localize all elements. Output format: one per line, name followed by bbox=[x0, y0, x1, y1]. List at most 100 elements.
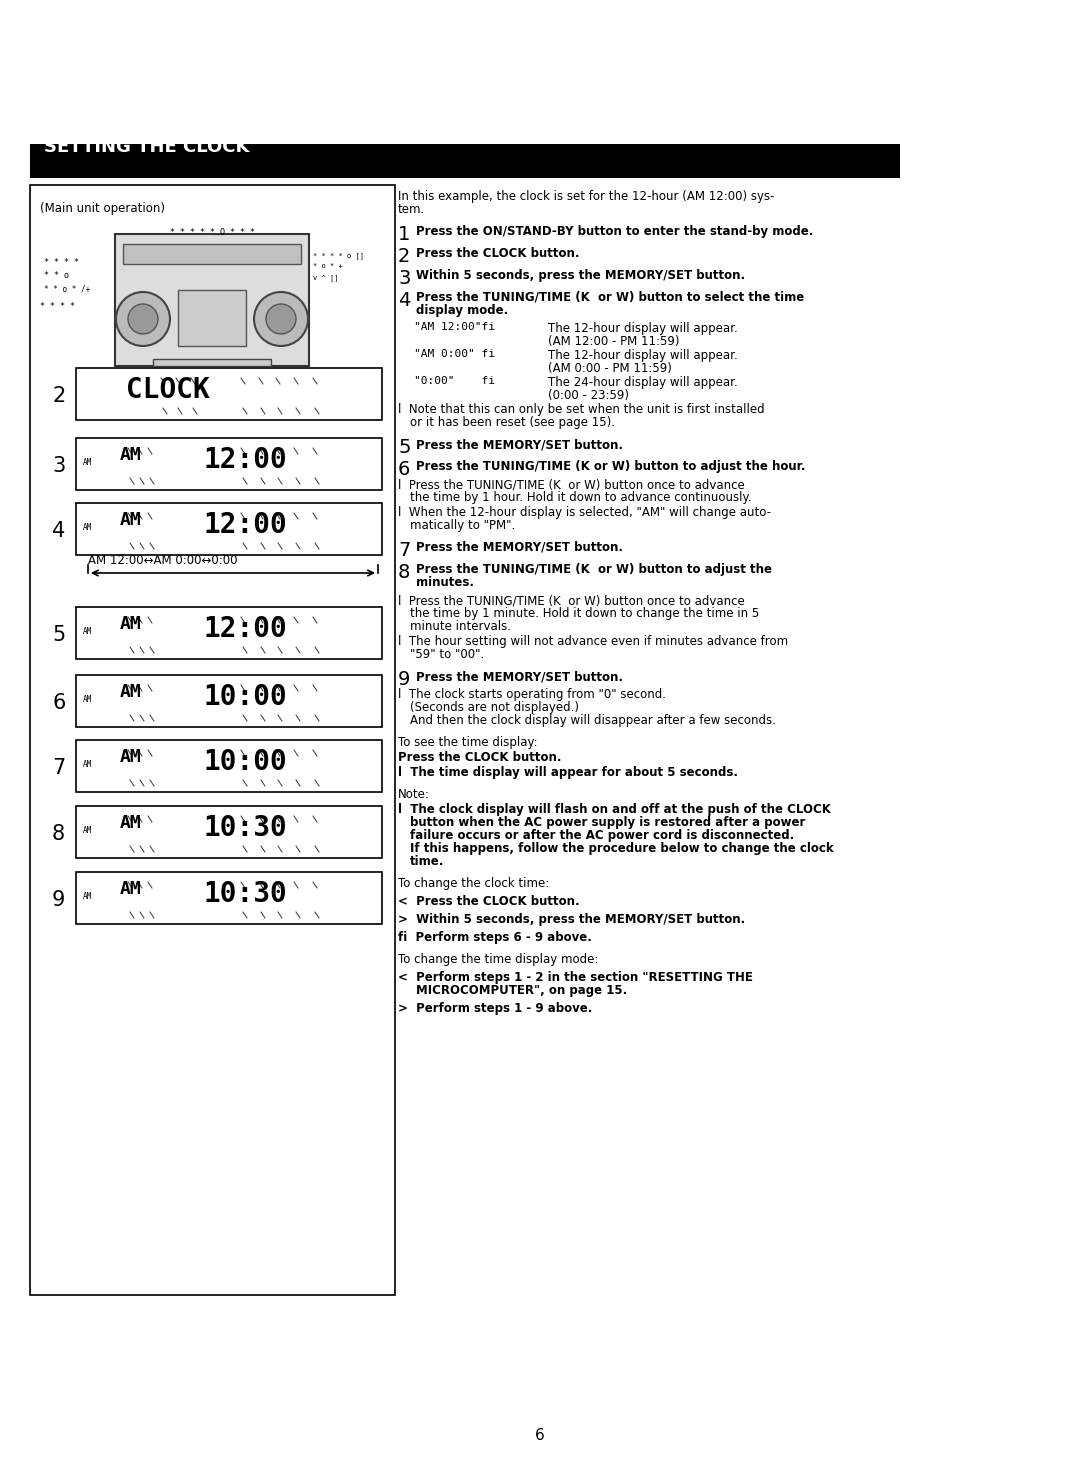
Bar bbox=[123, 244, 301, 264]
Text: (AM 0:00 - PM 11:59): (AM 0:00 - PM 11:59) bbox=[548, 362, 672, 375]
Text: Note:: Note: bbox=[399, 789, 430, 801]
Circle shape bbox=[116, 292, 170, 346]
Text: 4: 4 bbox=[52, 521, 65, 541]
Text: 3: 3 bbox=[399, 269, 410, 288]
Text: 3: 3 bbox=[52, 456, 65, 476]
Text: 10:00: 10:00 bbox=[204, 747, 287, 775]
Bar bbox=[114, 233, 309, 366]
Text: Press the TUNING/TIME (K or W) button to adjust the hour.: Press the TUNING/TIME (K or W) button to… bbox=[416, 459, 806, 473]
Text: * * o * /+: * * o * /+ bbox=[44, 284, 91, 292]
Text: l  When the 12-hour display is selected, "AM" will change auto-: l When the 12-hour display is selected, … bbox=[399, 507, 771, 518]
Text: AM: AM bbox=[83, 761, 92, 770]
Text: 6: 6 bbox=[535, 1428, 545, 1443]
Text: 12:00: 12:00 bbox=[204, 446, 287, 474]
Text: The 12-hour display will appear.: The 12-hour display will appear. bbox=[548, 322, 738, 335]
Circle shape bbox=[266, 304, 296, 334]
Text: AM: AM bbox=[120, 814, 141, 832]
Text: Press the MEMORY/SET button.: Press the MEMORY/SET button. bbox=[416, 439, 623, 450]
Text: tem.: tem. bbox=[399, 202, 426, 216]
Text: l  The clock starts operating from "0" second.: l The clock starts operating from "0" se… bbox=[399, 688, 666, 702]
Text: >  Perform steps 1 - 9 above.: > Perform steps 1 - 9 above. bbox=[399, 1001, 592, 1015]
Text: (Main unit operation): (Main unit operation) bbox=[40, 202, 165, 216]
Text: Press the MEMORY/SET button.: Press the MEMORY/SET button. bbox=[416, 671, 623, 682]
Text: AM: AM bbox=[83, 458, 92, 467]
Text: 5: 5 bbox=[52, 625, 65, 645]
Bar bbox=[178, 289, 246, 346]
Text: AM: AM bbox=[83, 696, 92, 705]
Text: AM: AM bbox=[120, 747, 141, 767]
Text: AM: AM bbox=[83, 628, 92, 637]
Text: 7: 7 bbox=[399, 541, 410, 560]
Bar bbox=[76, 675, 382, 727]
Text: Press the ON/STAND-BY button to enter the stand-by mode.: Press the ON/STAND-BY button to enter th… bbox=[416, 225, 813, 238]
Text: AM: AM bbox=[120, 446, 141, 464]
Text: If this happens, follow the procedure below to change the clock: If this happens, follow the procedure be… bbox=[410, 842, 834, 855]
Text: * * o: * * o bbox=[44, 270, 69, 281]
Text: 9: 9 bbox=[52, 891, 66, 910]
Text: AM: AM bbox=[120, 511, 141, 529]
Text: To see the time display:: To see the time display: bbox=[399, 736, 538, 749]
Bar bbox=[30, 143, 900, 179]
Text: "0:00"    fi: "0:00" fi bbox=[414, 377, 495, 385]
Text: MICROCOMPUTER", on page 15.: MICROCOMPUTER", on page 15. bbox=[416, 984, 627, 997]
Text: In this example, the clock is set for the 12-hour (AM 12:00) sys-: In this example, the clock is set for th… bbox=[399, 191, 774, 202]
Text: 10:30: 10:30 bbox=[204, 880, 287, 908]
Text: AM: AM bbox=[83, 826, 92, 835]
Text: * * * * * O * * *: * * * * * O * * * bbox=[170, 227, 255, 236]
Text: To change the clock time:: To change the clock time: bbox=[399, 877, 550, 891]
Text: 12:00: 12:00 bbox=[204, 511, 287, 539]
Text: <  Press the CLOCK button.: < Press the CLOCK button. bbox=[399, 895, 580, 908]
Text: 2: 2 bbox=[52, 385, 65, 406]
Text: AM: AM bbox=[83, 523, 92, 532]
Text: failure occurs or after the AC power cord is disconnected.: failure occurs or after the AC power cor… bbox=[410, 829, 794, 842]
Bar bbox=[76, 439, 382, 490]
Text: 8: 8 bbox=[52, 824, 65, 843]
Text: * * * *: * * * * bbox=[40, 301, 75, 312]
Text: Press the CLOCK button.: Press the CLOCK button. bbox=[416, 247, 580, 260]
Text: "59" to "00".: "59" to "00". bbox=[410, 648, 484, 662]
Text: 9: 9 bbox=[399, 671, 410, 688]
Text: l  Note that this can only be set when the unit is first installed: l Note that this can only be set when th… bbox=[399, 403, 765, 417]
Text: minutes.: minutes. bbox=[416, 576, 474, 589]
Text: SETTING THE CLOCK: SETTING THE CLOCK bbox=[44, 137, 249, 157]
Text: 4: 4 bbox=[399, 291, 410, 310]
Text: l  The time display will appear for about 5 seconds.: l The time display will appear for about… bbox=[399, 767, 738, 778]
Text: 6: 6 bbox=[52, 693, 66, 713]
Text: the time by 1 minute. Hold it down to change the time in 5: the time by 1 minute. Hold it down to ch… bbox=[410, 607, 759, 620]
Bar bbox=[153, 359, 271, 366]
Bar bbox=[76, 740, 382, 792]
Text: To change the time display mode:: To change the time display mode: bbox=[399, 953, 598, 966]
Text: 12:00: 12:00 bbox=[204, 614, 287, 642]
Text: Press the TUNING/TIME (K  or W) button to select the time: Press the TUNING/TIME (K or W) button to… bbox=[416, 291, 805, 304]
Text: the time by 1 hour. Hold it down to advance continuously.: the time by 1 hour. Hold it down to adva… bbox=[410, 490, 752, 504]
Text: display mode.: display mode. bbox=[416, 304, 509, 318]
Text: <  Perform steps 1 - 2 in the section "RESETTING THE: < Perform steps 1 - 2 in the section "RE… bbox=[399, 970, 753, 984]
Text: l  Press the TUNING/TIME (K  or W) button once to advance: l Press the TUNING/TIME (K or W) button … bbox=[399, 594, 745, 607]
Text: The 12-hour display will appear.: The 12-hour display will appear. bbox=[548, 349, 738, 362]
Text: And then the clock display will disappear after a few seconds.: And then the clock display will disappea… bbox=[410, 713, 775, 727]
Text: "AM 0:00" fi: "AM 0:00" fi bbox=[414, 349, 495, 359]
Text: * * * * o []: * * * * o [] bbox=[313, 253, 364, 258]
Text: Press the CLOCK button.: Press the CLOCK button. bbox=[399, 750, 562, 764]
Bar bbox=[76, 806, 382, 858]
Text: 10:30: 10:30 bbox=[204, 814, 287, 842]
Text: time.: time. bbox=[410, 855, 444, 868]
Circle shape bbox=[129, 304, 158, 334]
Text: 2: 2 bbox=[399, 247, 410, 266]
Text: >  Within 5 seconds, press the MEMORY/SET button.: > Within 5 seconds, press the MEMORY/SET… bbox=[399, 913, 745, 926]
Text: minute intervals.: minute intervals. bbox=[410, 620, 511, 634]
Text: Press the MEMORY/SET button.: Press the MEMORY/SET button. bbox=[416, 541, 623, 554]
Text: 7: 7 bbox=[52, 758, 65, 778]
Text: AM: AM bbox=[83, 892, 92, 901]
Text: "AM 12:00"fi: "AM 12:00"fi bbox=[414, 322, 495, 332]
Text: fi  Perform steps 6 - 9 above.: fi Perform steps 6 - 9 above. bbox=[399, 931, 592, 944]
Bar bbox=[30, 185, 395, 1295]
Text: AM 12:00↔AM 0:00↔0:00: AM 12:00↔AM 0:00↔0:00 bbox=[87, 554, 238, 567]
Text: AM: AM bbox=[120, 614, 141, 634]
Text: * * * *: * * * * bbox=[44, 258, 79, 267]
Text: matically to "PM".: matically to "PM". bbox=[410, 518, 515, 532]
Text: button when the AC power supply is restored after a power: button when the AC power supply is resto… bbox=[410, 815, 806, 829]
Bar bbox=[76, 504, 382, 555]
Text: (AM 12:00 - PM 11:59): (AM 12:00 - PM 11:59) bbox=[548, 335, 679, 349]
Text: 10:00: 10:00 bbox=[204, 682, 287, 710]
